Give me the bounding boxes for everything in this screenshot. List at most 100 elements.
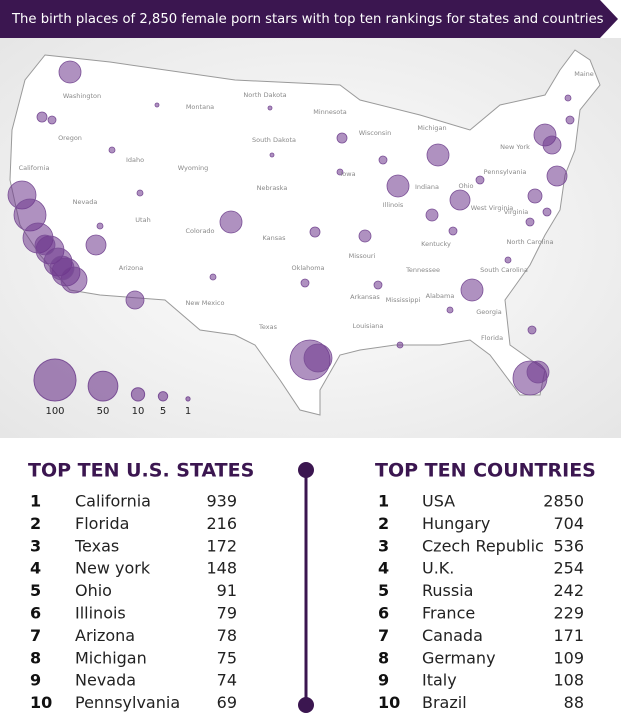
map-bubble [108,146,116,154]
legend-bubble [87,370,119,402]
count: 704 [553,514,584,533]
map-bubble [300,278,310,288]
count: 2850 [543,492,584,511]
table-title: TOP TEN U.S. STATES [28,460,254,482]
rank: 7 [378,626,389,645]
state-label: Minnesota [313,108,347,116]
legend-bubble [33,358,77,402]
rank: 8 [378,648,389,667]
state-label: New Mexico [186,299,225,307]
state-label: Michigan [417,124,446,132]
map-bubble [564,94,572,102]
map-bubble [504,256,512,264]
state-label: North Carolina [507,238,554,246]
count: 216 [206,514,237,533]
title-bar [0,0,618,38]
map-bubble [47,115,57,125]
map-bubble [526,360,550,384]
count: 171 [553,626,584,645]
map-bubble [475,175,485,185]
map-bubble [525,217,535,227]
count: 172 [206,536,237,555]
map-bubble [460,278,484,302]
name: Italy [422,671,457,690]
rank: 1 [378,492,389,511]
count: 108 [553,671,584,690]
map-bubble [154,102,160,108]
legend-label: 50 [97,406,110,417]
map-bubble [303,343,333,373]
state-label: Virginia [504,208,529,216]
count: 148 [206,559,237,578]
count: 229 [553,604,584,623]
name: New york [75,559,151,578]
map-bubble [542,135,562,155]
state-label: Alabama [426,292,455,300]
map-bubble [448,226,458,236]
count: 91 [217,581,237,600]
rank: 1 [30,492,41,511]
state-label-layer: Washington Oregon California Nevada Idaho Mon… [19,70,594,342]
state-label: Maine [574,70,594,78]
state-label: Oklahoma [291,264,324,272]
count: 939 [206,492,237,511]
state-label: Ohio [458,182,473,190]
name: Russia [422,581,473,600]
name: France [422,604,475,623]
count: 74 [217,671,237,690]
table-title: TOP TEN COUNTRIES [375,460,596,482]
state-label: Kansas [262,234,286,242]
state-label: Wyoming [178,164,209,172]
map-bubble [396,341,404,349]
state-label: Wisconsin [359,129,391,137]
name: Arizona [75,626,135,645]
rank: 5 [30,581,41,600]
name: Brazil [422,693,467,712]
state-label: North Dakota [243,91,286,99]
rank: 6 [30,604,41,623]
rank: 9 [30,671,41,690]
state-label: Pennsylvania [484,168,527,176]
map-bubble [565,115,575,125]
state-label: South Dakota [252,136,296,144]
map-bubble [425,208,439,222]
state-label: Montana [186,103,214,111]
map-bubble [542,207,552,217]
map-bubble [373,280,383,290]
count: 78 [217,626,237,645]
count: 254 [553,559,584,578]
map-bubble [136,189,144,197]
name: Hungary [422,514,490,533]
map-bubble [546,165,568,187]
state-label: Idaho [126,156,144,164]
name: Florida [75,514,129,533]
name: Canada [422,626,483,645]
map-bubble [527,188,543,204]
map-bubble [336,132,348,144]
map-bubble [267,105,273,111]
map-bubble [96,222,104,230]
map-bubble [125,290,145,310]
title: The birth places of 2,850 female porn st… [11,12,604,27]
count: 79 [217,604,237,623]
rank: 2 [30,514,41,533]
map-bubble [378,155,388,165]
name: Michigan [75,648,147,667]
state-label: Washington [63,92,101,100]
map-bubble [269,152,275,158]
map-bubble [426,143,450,167]
map-bubble [209,273,217,281]
state-label: Tennessee [405,266,440,274]
state-label: Texas [258,323,278,331]
state-label: Louisiana [353,322,384,330]
map-bubble [34,234,56,256]
state-label: Indiana [415,183,439,191]
map-bubble [309,226,321,238]
legend-bubble [185,396,191,402]
map-bubble [58,60,82,84]
state-label: Illinois [383,201,404,209]
count: 75 [217,648,237,667]
rank: 7 [30,626,41,645]
name: Pennsylvania [75,693,180,712]
